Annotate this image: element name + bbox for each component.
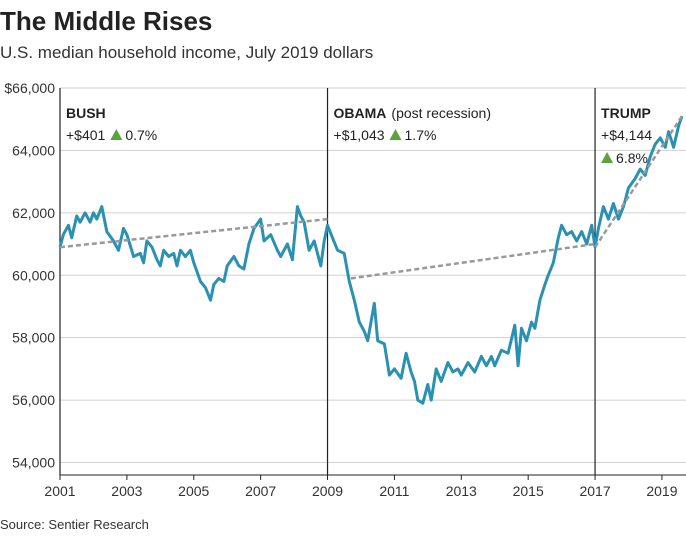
source: Source: Sentier Research — [0, 517, 149, 532]
x-tick-label: 2013 — [446, 483, 477, 499]
trend-line — [350, 242, 596, 280]
era-name: BUSH — [66, 105, 106, 121]
era-change: +$401 — [66, 127, 106, 143]
era-heading: TRUMP — [601, 105, 651, 121]
era-heading: BUSH — [66, 105, 106, 121]
y-tick-label: 64,000 — [12, 142, 55, 158]
x-tick-label: 2019 — [646, 483, 677, 499]
era-name: OBAMA — [334, 105, 387, 121]
era-note: (post recession) — [391, 105, 491, 121]
up-triangle — [110, 129, 123, 140]
trend-line — [594, 115, 684, 248]
era-heading: OBAMA (post recession) — [334, 105, 491, 121]
y-tick-label: 56,000 — [12, 392, 55, 408]
y-tick-label: 60,000 — [12, 267, 55, 283]
era-change: +$4,144 — [601, 127, 652, 143]
x-tick-label: 2009 — [312, 483, 343, 499]
x-tick-label: 2003 — [111, 483, 142, 499]
x-tick-label: 2017 — [579, 483, 610, 499]
x-tick-label: 2001 — [44, 483, 75, 499]
chart-subtitle: U.S. median household income, July 2019 … — [0, 43, 373, 62]
trend-line — [59, 217, 328, 249]
x-tick-label: 2005 — [178, 483, 209, 499]
era-pct: 1.7% — [405, 127, 437, 143]
x-tick-label: 2015 — [513, 483, 544, 499]
era-pct: 0.7% — [125, 127, 157, 143]
up-triangle — [601, 152, 614, 163]
x-tick-label: 2011 — [379, 483, 409, 499]
y-tick-label: 58,000 — [12, 330, 55, 346]
y-tick-label: 54,000 — [12, 455, 55, 471]
chart-title: The Middle Rises — [0, 6, 212, 36]
x-tick-label: 2007 — [245, 483, 276, 499]
era-name: TRUMP — [601, 105, 651, 121]
era-pct: 6.8% — [616, 150, 648, 166]
income-line — [58, 115, 684, 405]
y-tick-label: $66,000 — [4, 80, 55, 96]
y-tick-label: 62,000 — [12, 205, 55, 221]
up-triangle — [389, 129, 402, 140]
era-change: +$1,043 — [334, 127, 385, 143]
